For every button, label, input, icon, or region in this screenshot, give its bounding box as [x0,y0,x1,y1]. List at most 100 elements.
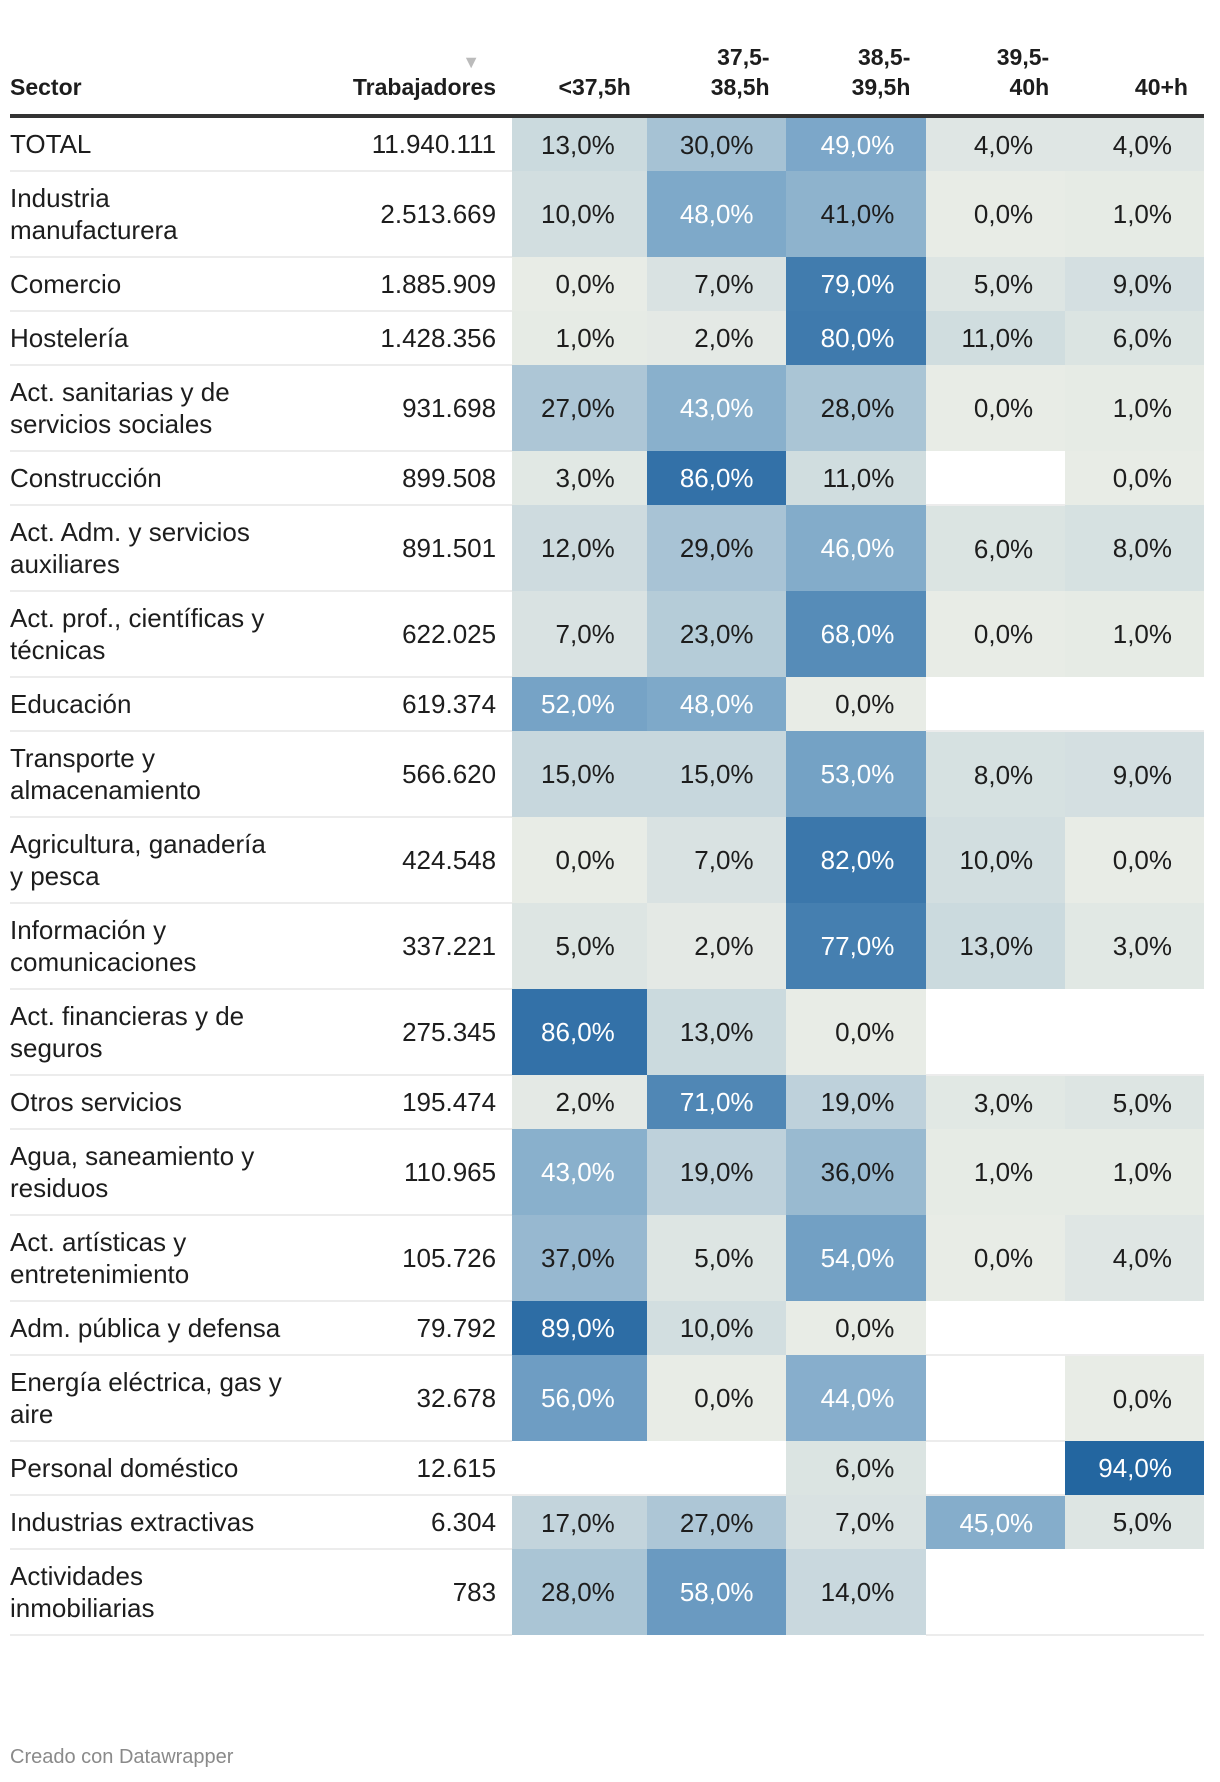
column-header-6[interactable]: 40+h [1065,42,1204,118]
column-header-label: 39,5h [851,74,911,100]
workers-count: 1.885.909 [301,257,513,312]
heatmap-cell: 2,0% [646,311,786,365]
heatmap-cell: 23,0% [646,591,786,677]
heatmap-cell: 19,0% [785,1075,927,1129]
heatmap-cell: 1,0% [1065,591,1204,677]
heatmap-cell: 13,0% [512,116,647,171]
workers-count: 6.304 [301,1495,513,1550]
heatmap-cell: 54,0% [785,1215,927,1301]
column-header-label: 38,5- [857,44,911,70]
heatmap-cell: 94,0% [1065,1441,1204,1495]
sector-name: Act. Adm. y servicios auxiliares [10,505,302,592]
sector-name: Otros servicios [10,1075,302,1130]
heatmap-cell: 0,0% [512,817,647,903]
heatmap-cell: 6,0% [926,505,1066,591]
table-row: Información y comunicaciones 337.221 5,0% 2… [10,903,1204,990]
heatmap-cell [1065,677,1204,732]
heatmap-cell: 0,0% [926,1215,1066,1301]
sector-name: Agua, saneamiento y residuos [10,1129,302,1216]
heatmap-cell: 0,0% [1065,817,1204,903]
heatmap-cell: 9,0% [1065,731,1204,817]
column-header-label: 39,5- [996,44,1050,70]
sort-arrow-icon[interactable]: ▼ [462,52,481,72]
table-row: Agua, saneamiento y residuos 110.965 43,0%… [10,1129,1204,1216]
heatmap-cell: 17,0% [512,1495,647,1549]
heatmap-cell [926,989,1066,1076]
sector-name: Agricultura, ganadería y pesca [10,817,302,904]
table-row: Actividades inmobiliarias 783 28,0% 58,0% 14… [10,1549,1204,1636]
sector-name: Personal doméstico [10,1441,302,1496]
heatmap-cell: 10,0% [646,1301,786,1355]
sector-name: Construcción [10,451,302,506]
heatmap-cell: 58,0% [646,1549,786,1635]
workers-count: 11.940.111 [301,116,513,172]
workers-count: 110.965 [301,1129,513,1216]
heatmap-cell: 46,0% [785,505,927,591]
heatmap-cell: 5,0% [1065,1495,1204,1549]
column-header-3[interactable]: 37,5- 38,5h [646,42,786,118]
column-header-5[interactable]: 39,5- 40h [926,42,1066,118]
table-row: Otros servicios 195.474 2,0% 71,0% 19,0% 3,0%… [10,1075,1204,1130]
column-header-label: 40+h [1134,74,1188,100]
column-header-0[interactable]: Sector [10,42,302,118]
heatmap-cell: 1,0% [512,311,647,365]
heatmap-cell: 30,0% [646,116,786,171]
table-row: Industrias extractivas 6.304 17,0% 27,0% 7,0… [10,1495,1204,1550]
heatmap-cell: 28,0% [785,365,927,451]
heatmap-cell: 1,0% [1065,365,1204,451]
table-row: Act. sanitarias y de servicios sociales 9… [10,365,1204,452]
heatmap-cell: 13,0% [926,903,1066,989]
heatmap-cell: 48,0% [646,677,786,731]
workers-count: 32.678 [301,1355,513,1442]
heatmap-cell: 3,0% [512,451,647,505]
table-row: Comercio 1.885.909 0,0% 7,0% 79,0% 5,0% 9,0% [10,257,1204,312]
heatmap-cell [926,677,1066,732]
heatmap-cell: 10,0% [512,171,647,257]
heatmap-cell: 7,0% [646,817,786,903]
heatmap-cell: 77,0% [785,903,927,989]
table-row: Act. artísticas y entretenimiento 105.726… [10,1215,1204,1302]
sector-name: Act. prof., científicas y técnicas [10,591,302,678]
sector-name: Hostelería [10,311,302,366]
heatmap-cell: 4,0% [1065,1215,1204,1301]
table-row: Construcción 899.508 3,0% 86,0% 11,0% 0,0% [10,451,1204,506]
column-header-label: Trabajadores [352,74,497,100]
table-header-row: Sector ▼ Trabajadores <37,5h 37,5- 38,5h 38,5-… [10,42,1204,118]
column-header-label: 37,5- [717,44,770,70]
heatmap-cell: 11,0% [926,311,1066,365]
sector-name: Información y comunicaciones [10,903,302,990]
heatmap-cell: 0,0% [785,989,927,1075]
workers-count: 619.374 [301,677,513,732]
heatmap-cell: 8,0% [926,731,1066,817]
table-row: Agricultura, ganadería y pesca 424.548 0,0… [10,817,1204,904]
heatmap-cell: 28,0% [512,1549,647,1635]
column-header-4[interactable]: 38,5- 39,5h [785,42,927,118]
heatmap-cell [926,1441,1066,1496]
column-header-label: Sector [10,74,82,100]
heatmap-cell: 56,0% [512,1355,647,1441]
sector-name: Transporte y almacenamiento [10,731,302,818]
heatmap-cell [512,1441,647,1496]
sector-name: Act. sanitarias y de servicios sociales [10,365,302,452]
workers-count: 891.501 [301,505,513,592]
workers-count: 79.792 [301,1301,513,1356]
heatmap-cell: 4,0% [926,116,1066,171]
heatmap-cell: 10,0% [926,817,1066,903]
sector-name: Educación [10,677,302,732]
heatmap-cell: 0,0% [926,591,1066,677]
heatmap-cell: 43,0% [512,1129,647,1215]
heatmap-cell: 7,0% [646,257,786,311]
heatmap-cell: 82,0% [785,817,927,903]
heatmap-cell: 79,0% [785,257,927,311]
heatmap-cell: 5,0% [1065,1075,1204,1129]
workers-count: 1.428.356 [301,311,513,366]
heatmap-cell: 15,0% [646,731,786,817]
heatmap-cell [926,1355,1066,1442]
heatmap-cell: 89,0% [512,1301,647,1355]
sector-name: TOTAL [10,116,302,172]
column-header-1[interactable]: ▼ Trabajadores [301,42,513,118]
heatmap-cell: 1,0% [1065,1129,1204,1215]
heatmap-cell: 7,0% [512,591,647,677]
heatmap-cell: 4,0% [1065,116,1204,171]
column-header-2[interactable]: <37,5h [512,42,647,118]
